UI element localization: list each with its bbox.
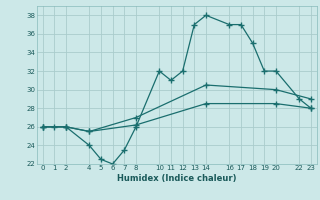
- X-axis label: Humidex (Indice chaleur): Humidex (Indice chaleur): [117, 174, 236, 183]
